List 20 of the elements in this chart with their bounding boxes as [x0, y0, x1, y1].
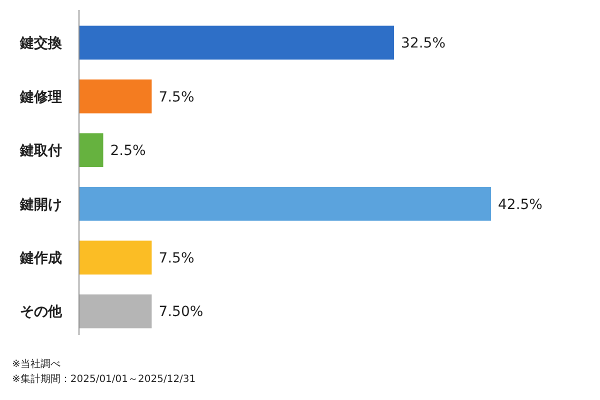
data-label: 32.5% — [401, 36, 446, 52]
data-label: 7.50% — [158, 304, 204, 320]
data-label: 7.5% — [158, 250, 194, 266]
data-label: 7.5% — [158, 89, 194, 106]
y-tick-label: その他 — [20, 304, 63, 320]
y-tick-label: 鍵交換 — [19, 34, 63, 52]
y-tick-label: 鍵取付 — [19, 143, 62, 160]
bar — [79, 294, 152, 328]
bar — [79, 133, 104, 168]
bar — [79, 240, 152, 275]
text: ※当社調べ — [12, 358, 60, 370]
y-tick-label: 鍵作成 — [19, 250, 62, 266]
bar — [79, 186, 491, 221]
text: ※集計期間：2025/01/01～2025/12/31 — [12, 373, 196, 385]
y-tick-label: 鍵修理 — [19, 89, 62, 106]
data-label: 2.5% — [110, 143, 146, 160]
bar — [79, 26, 394, 60]
y-tick-label: 鍵開け — [19, 196, 62, 213]
bar — [79, 79, 152, 114]
data-label: 42.5% — [498, 196, 542, 213]
